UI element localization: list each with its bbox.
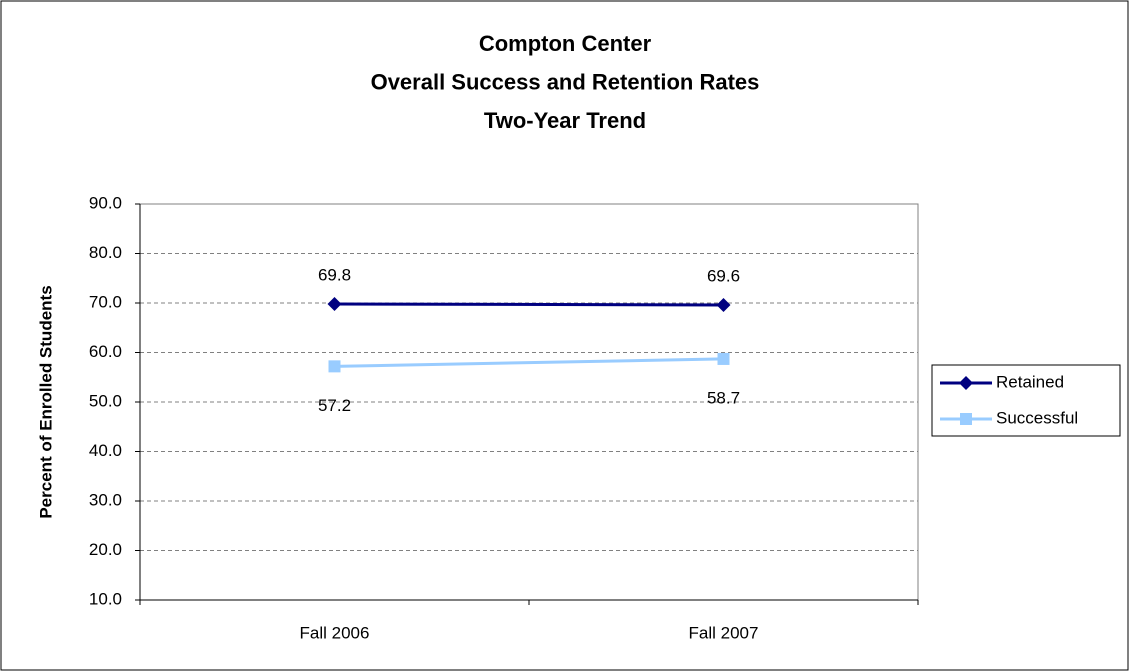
chart-title: Two-Year Trend — [484, 108, 646, 133]
marker — [328, 360, 341, 373]
y-tick-label: 70.0 — [89, 292, 122, 311]
y-tick-label: 80.0 — [89, 243, 122, 262]
marker — [716, 297, 731, 312]
series-line — [334, 302, 724, 307]
chart-title: Compton Center — [479, 31, 652, 56]
data-label: 57.2 — [318, 396, 351, 415]
y-tick-label: 40.0 — [89, 441, 122, 460]
y-tick-label: 10.0 — [89, 589, 122, 608]
x-tick-label: Fall 2006 — [300, 623, 370, 642]
legend-label: Retained — [996, 372, 1064, 391]
legend-label: Successful — [996, 408, 1078, 427]
marker — [717, 352, 730, 365]
x-tick-label: Fall 2007 — [689, 623, 759, 642]
chart-title: Overall Success and Retention Rates — [371, 69, 760, 94]
y-axis-label: Percent of Enrolled Students — [36, 285, 55, 518]
marker — [959, 376, 973, 390]
data-label: 69.8 — [318, 265, 351, 284]
y-tick-label: 50.0 — [89, 391, 122, 410]
y-tick-label: 60.0 — [89, 342, 122, 361]
y-tick-label: 90.0 — [89, 193, 122, 212]
data-label: 69.6 — [707, 266, 740, 285]
y-tick-label: 20.0 — [89, 540, 122, 559]
data-label: 58.7 — [707, 388, 740, 407]
series-line — [334, 357, 724, 368]
marker — [960, 413, 972, 425]
marker — [327, 296, 342, 311]
y-tick-label: 30.0 — [89, 490, 122, 509]
